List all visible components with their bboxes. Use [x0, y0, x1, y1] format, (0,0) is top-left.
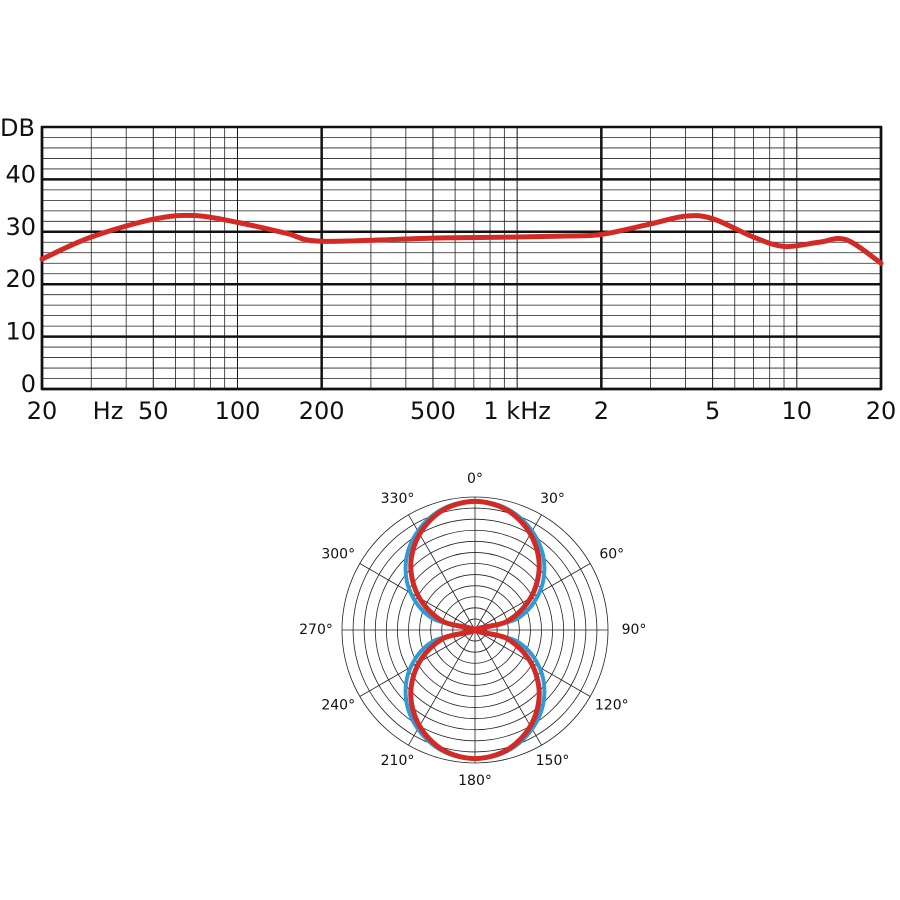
angle-label: 210° [381, 753, 415, 769]
angle-label: 0° [467, 471, 483, 487]
y-tick-label: 10 [5, 318, 36, 346]
x-tick-label: 10 [782, 397, 813, 425]
angle-label: 30° [540, 491, 565, 507]
angle-label: 120° [595, 698, 629, 714]
angle-label: 300° [321, 547, 355, 563]
x-tick-label: 100 [215, 397, 261, 425]
x-tick-label: 20 [27, 397, 58, 425]
polar-series [408, 498, 542, 762]
x-tick-label: 20 [866, 397, 897, 425]
y-tick-label: 40 [5, 160, 36, 188]
angle-label: 330° [381, 491, 415, 507]
y-tick-label: 0 [21, 370, 36, 398]
y-tick-label: 20 [5, 265, 36, 293]
x-unit-label: Hz [93, 397, 124, 425]
y-tick-label: 30 [5, 213, 36, 241]
angle-label: 90° [622, 622, 647, 638]
angle-label: 240° [321, 698, 355, 714]
x-tick-label: 1 kHz [483, 397, 550, 425]
line-series [39, 212, 884, 266]
x-tick-label: 500 [410, 397, 456, 425]
angle-label: 270° [299, 622, 333, 638]
x-tick-label: 5 [705, 397, 720, 425]
x-tick-label: 200 [299, 397, 345, 425]
angle-label: 60° [599, 547, 624, 563]
angle-label: 150° [536, 753, 570, 769]
x-tick-label: 50 [138, 397, 169, 425]
angle-label: 180° [458, 773, 492, 789]
x-tick-label: 2 [594, 397, 609, 425]
y-axis-label: DB [0, 114, 35, 142]
